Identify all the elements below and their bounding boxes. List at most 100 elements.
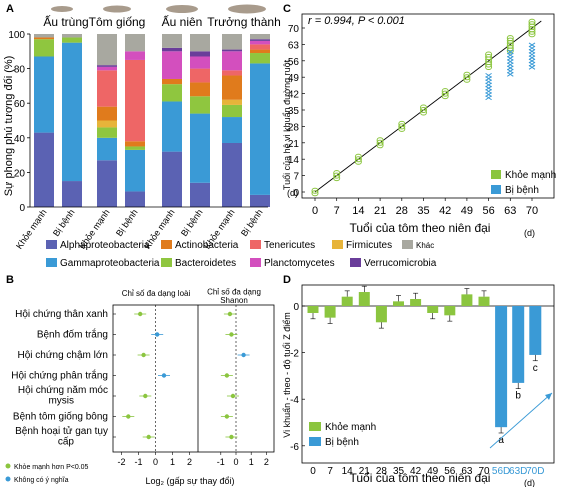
panel-c: C r = 0.994, P < 0.001 Tuổi của hệ vi kh… <box>282 3 556 238</box>
stacked-bar-segment <box>162 51 182 79</box>
panel-d-xtick-label: 56D <box>492 466 510 477</box>
panel-b-row-label: Hội chứng chậm lớn <box>17 350 108 361</box>
stacked-bar-segment <box>190 82 210 97</box>
panel-b-xtick-label: 1 <box>249 457 254 467</box>
panel-c-xtick-label: 14 <box>352 205 364 217</box>
panel-d-bar <box>495 306 508 428</box>
significance-letter: b <box>515 391 521 402</box>
panel-b-xtick-label: -1 <box>217 457 225 467</box>
panel-d-bar <box>427 306 439 313</box>
stacked-bar-segment <box>97 65 117 67</box>
panel-b-row-label: Bệnh tôm giống bông <box>13 411 108 423</box>
panel-c-ytick-label: 14 <box>288 155 300 166</box>
sick-point <box>528 64 536 70</box>
legend-swatch-sick-d <box>309 437 321 446</box>
panel-d-xtick-label: 14 <box>342 466 354 477</box>
stacked-bar-segment <box>125 51 145 60</box>
legend-label-firmi: Firmicutes <box>346 240 392 251</box>
healthy-point <box>441 93 449 100</box>
stacked-bar-segment <box>162 34 182 48</box>
panel-d-bar <box>341 296 353 306</box>
panel-d-ytick-label: -6 <box>290 442 299 453</box>
panel-d-bar <box>529 306 542 355</box>
panel-d-frame <box>301 284 555 464</box>
panel-b-point <box>229 332 234 337</box>
panel-b-point <box>146 434 151 440</box>
panel-b-row-label: Hội chứng năm móc mysis <box>18 385 108 407</box>
panel-a-bars <box>34 34 270 207</box>
panel-d-ylabel: Vi khuẩn - theo - độ tuổi Z điểm <box>282 312 292 437</box>
panel-b-point <box>143 393 148 399</box>
panel-b-point <box>138 311 143 317</box>
stacked-bar-segment <box>222 75 242 100</box>
panel-c-yunit: (d) <box>287 188 298 198</box>
healthy-point <box>420 109 427 116</box>
panel-c-yticks: 0 7 14 21 28 35 42 49 56 63 70 <box>288 24 305 199</box>
panel-c-legend: Khỏe mạnh Bị bệnh <box>491 169 556 196</box>
shrimp-postlarva-icon <box>103 5 131 13</box>
panel-c-ytick-label: 0 <box>293 188 299 199</box>
trend-arrow-head-icon <box>545 393 552 400</box>
panel-b-frame-box <box>112 304 275 453</box>
panel-d-xtick-label: 28 <box>376 466 388 477</box>
sick-point <box>507 71 514 77</box>
stage-label-3: Ấu niên <box>162 14 203 29</box>
stacked-bar-segment <box>250 194 270 207</box>
sick-point <box>485 95 492 101</box>
healthy-point <box>441 90 449 97</box>
healthy-point <box>354 158 362 165</box>
panel-b-point <box>229 434 234 440</box>
panel-c-frame <box>301 13 555 199</box>
panel-a-ytick-label: 80 <box>14 65 26 76</box>
panel-b-col2-title: Chỉ số đa dạng Shanon <box>207 287 261 305</box>
legend-swatch-actino <box>161 240 172 249</box>
stacked-bar-segment <box>250 39 270 41</box>
panel-a-ytick-label: 40 <box>14 134 26 145</box>
stacked-bar-segment <box>97 127 117 138</box>
healthy-point <box>311 190 319 197</box>
stacked-bar-segment <box>97 120 117 128</box>
panel-a-yticks: 0 20 40 60 80 100 <box>8 30 30 214</box>
panel-a-ylabel: Sự phong phú tương đối (%) <box>3 56 15 197</box>
healthy-point <box>376 139 384 146</box>
panel-c-annotation: r = 0.994, P < 0.001 <box>308 15 405 27</box>
legend-swatch-teneri <box>250 240 261 249</box>
panel-d-ytick-label: -2 <box>290 349 299 360</box>
panel-d-xtick-label: 35 <box>393 466 405 477</box>
panel-a-ytick-label: 20 <box>14 168 26 179</box>
legend-swatch-other <box>402 240 413 249</box>
legend-label-other: Khác <box>416 241 434 250</box>
panel-c-xtick-label: 70 <box>526 205 538 217</box>
panel-b-points <box>122 311 250 440</box>
stacked-bar-segment <box>250 44 270 50</box>
stacked-bar-segment <box>222 49 242 52</box>
shrimp-larva-icon <box>51 6 73 12</box>
panel-c-xticks: 0 7 14 21 28 35 42 49 56 63 70 <box>312 198 538 217</box>
stacked-bar-segment <box>190 56 210 69</box>
panel-d-xtick-label: 42 <box>410 466 422 477</box>
stacked-bar-segment <box>125 191 145 207</box>
stacked-bar-segment <box>250 49 270 54</box>
panel-b-col1-title: Chỉ số đa dạng loài <box>122 289 191 298</box>
legend-swatch-gamma <box>46 258 57 267</box>
stacked-bar-segment <box>190 182 210 207</box>
stacked-bar-segment <box>190 34 210 52</box>
shrimp-icons <box>51 4 266 14</box>
healthy-point <box>333 172 341 179</box>
panel-b-point <box>161 373 167 378</box>
panel-b-point <box>230 393 236 399</box>
stacked-bar-segment <box>222 34 242 50</box>
healthy-point <box>398 123 406 130</box>
panel-c-ytick-label: 7 <box>293 172 299 183</box>
stage-label-4: Trưởng thành <box>207 15 281 29</box>
panel-d-bar <box>461 294 473 306</box>
stacked-bar-segment <box>222 142 242 207</box>
legend-swatch-bactero <box>161 258 172 267</box>
stacked-bar-segment <box>62 181 82 207</box>
stacked-bar-segment <box>250 53 270 64</box>
stacked-bar-segment <box>125 34 145 52</box>
stacked-bar-segment <box>34 34 54 38</box>
shrimp-adult-icon <box>228 4 266 14</box>
legend-swatch-alpha <box>46 240 57 249</box>
bar-category-label: Bị bệnh <box>179 207 205 238</box>
